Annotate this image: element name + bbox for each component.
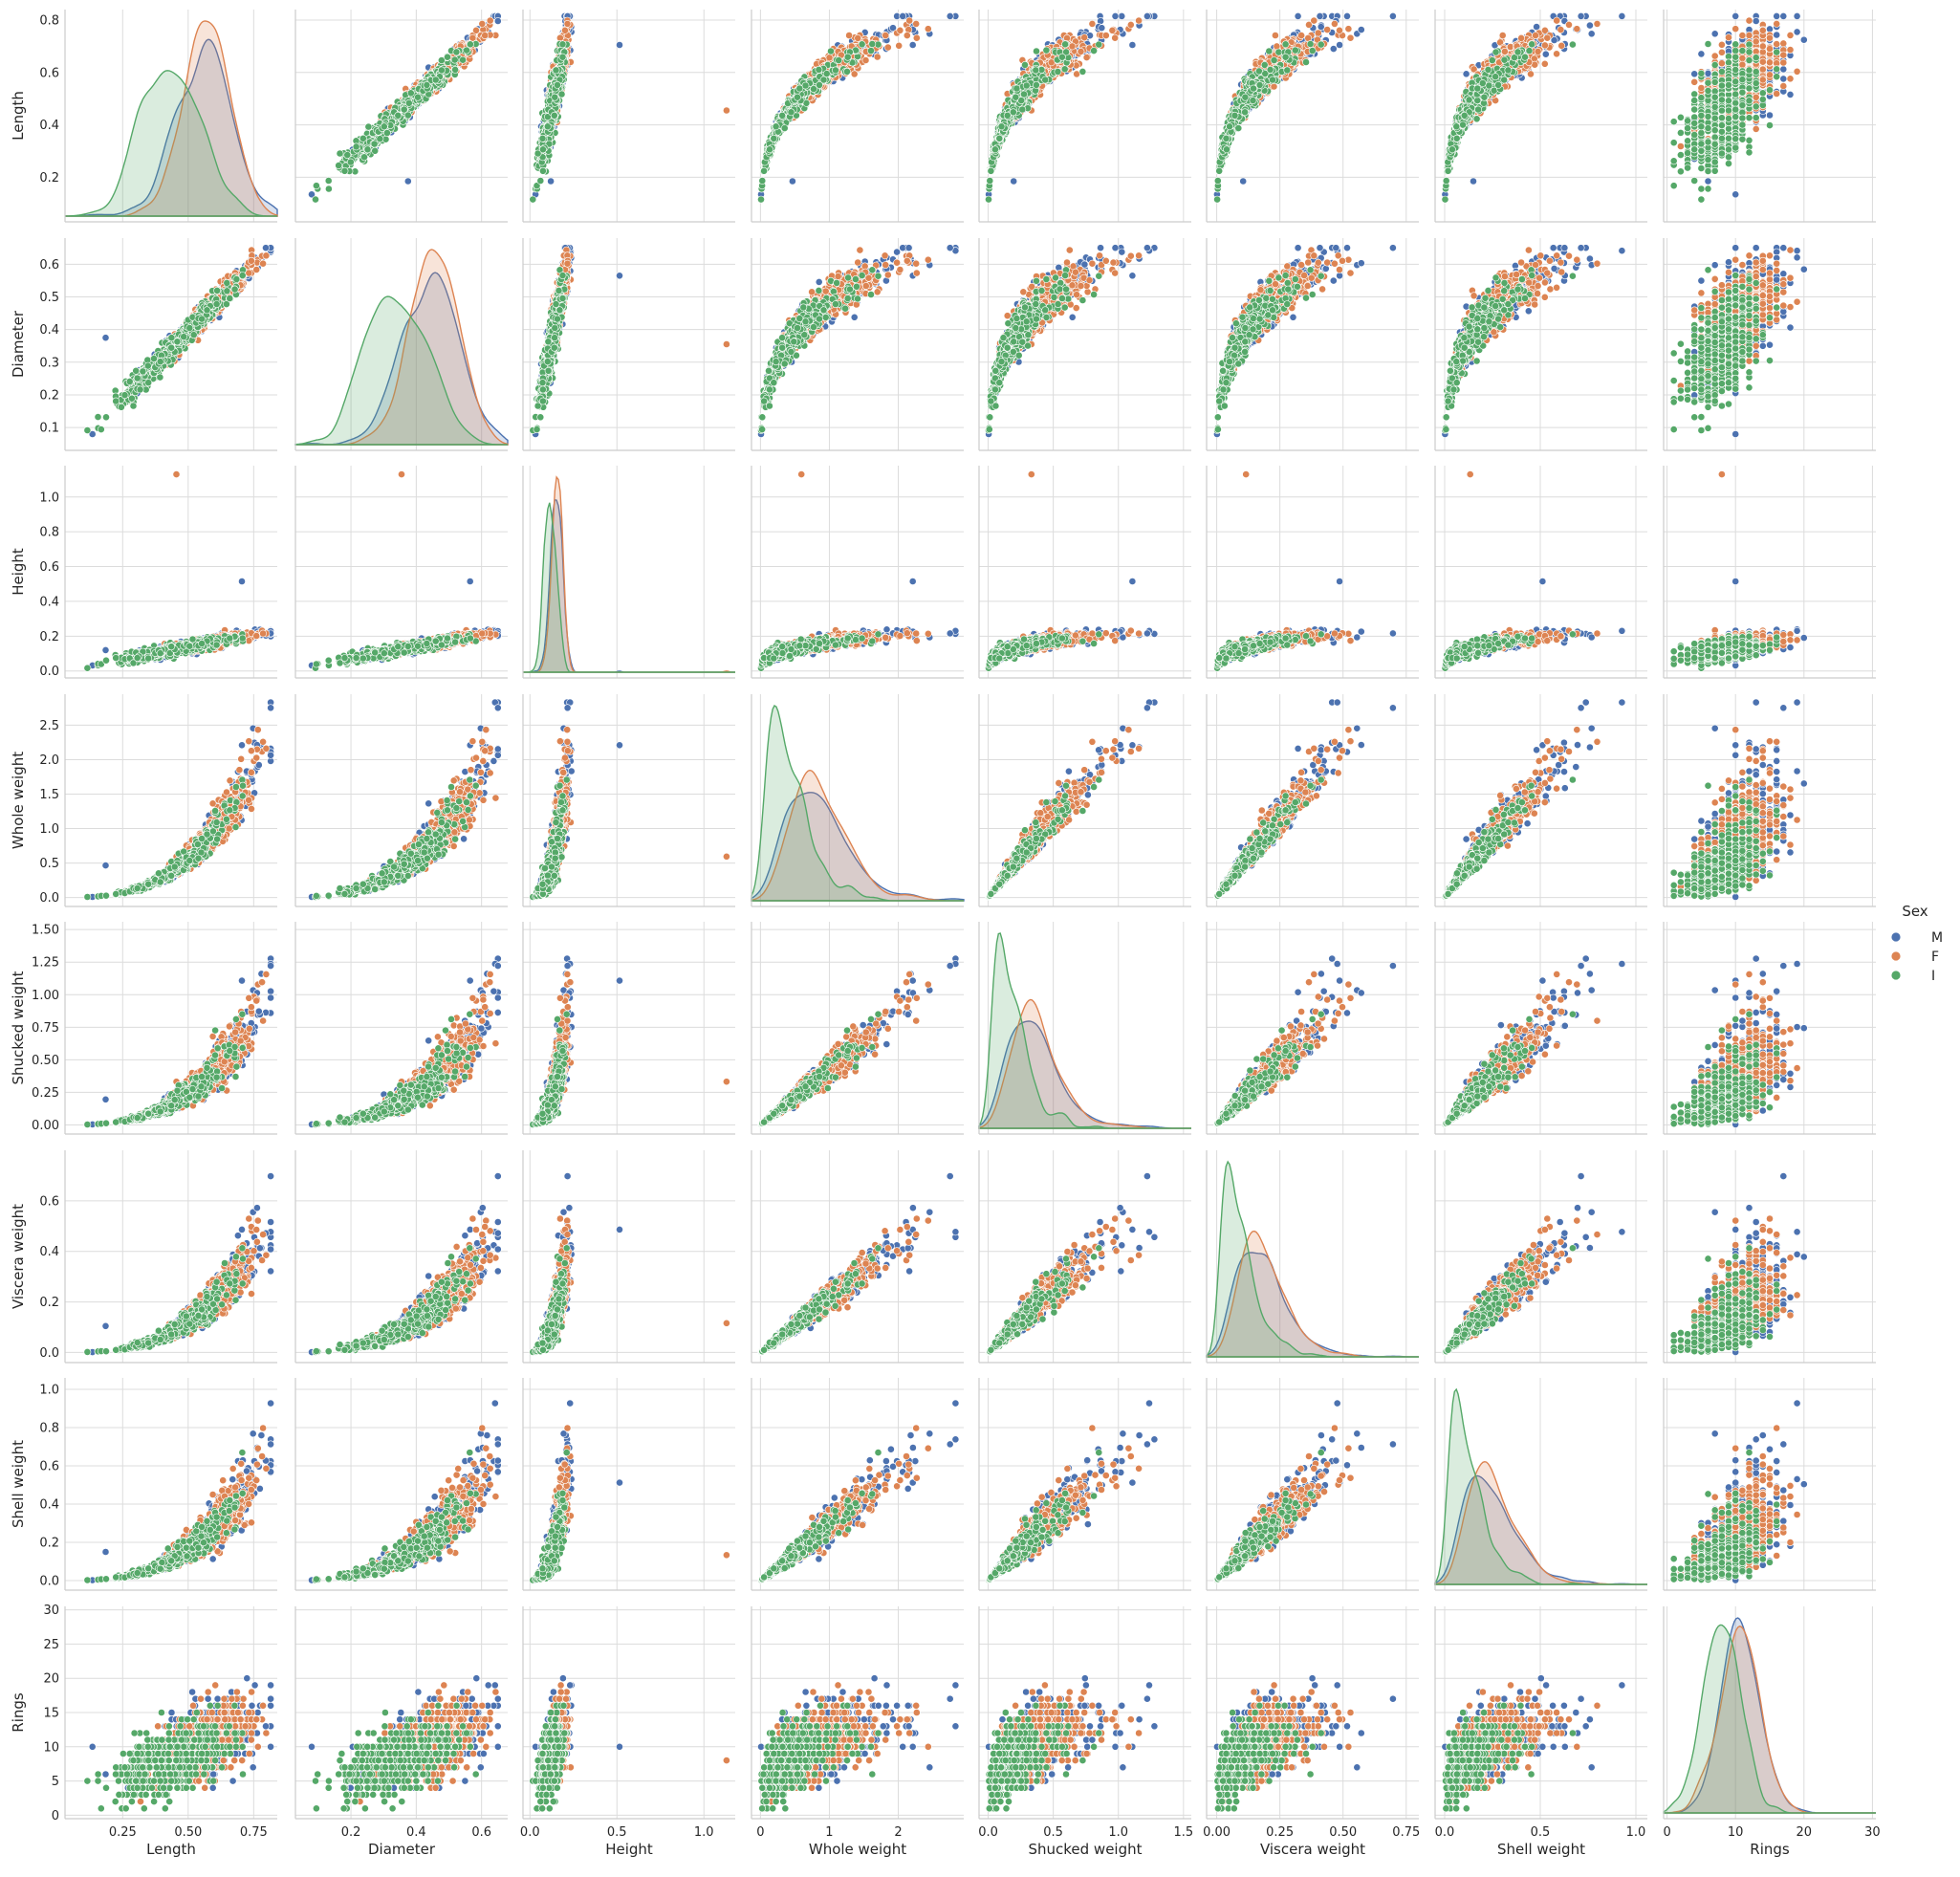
- cell-length-vs-diameter: [295, 10, 508, 222]
- cell-length-vs-length: [65, 10, 277, 222]
- pairplot-cells: [65, 10, 1876, 1819]
- point-m: [404, 178, 411, 185]
- point-m: [494, 17, 501, 24]
